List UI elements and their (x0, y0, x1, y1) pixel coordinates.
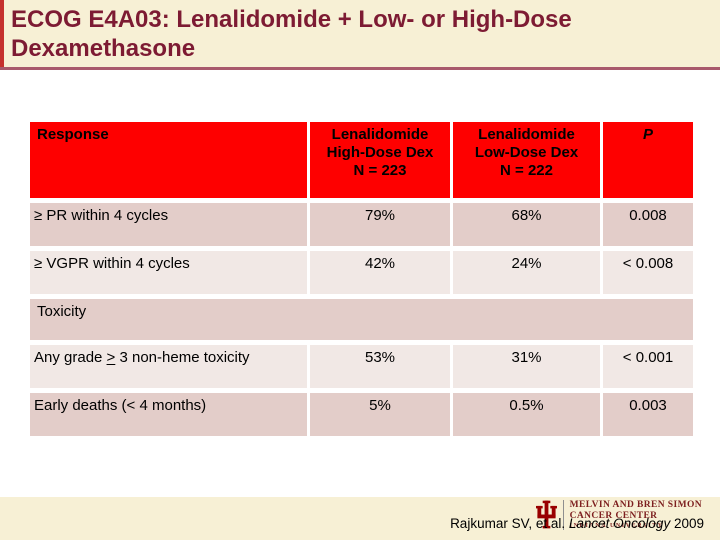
citation-journal: Lancet Oncology (568, 516, 671, 531)
row-label-suffix: 3 non-heme toxicity (115, 349, 250, 366)
iu-cancer-center-logo: MELVIN AND BREN SIMON CANCER CENTER INDI… (535, 500, 702, 530)
table-section-row-toxicity: Toxicity (30, 299, 693, 340)
logo-line-1: MELVIN AND BREN SIMON (569, 500, 702, 510)
results-table: Response Lenalidomide High-Dose Dex N = … (27, 117, 696, 441)
cell-p-value: 0.008 (603, 203, 693, 246)
iu-trident-icon (535, 500, 557, 529)
table-row-pr: ≥ PR within 4 cycles 79% 68% 0.008 (30, 203, 693, 246)
table-row-nonheme-toxicity: Any grade > 3 non-heme toxicity 53% 31% … (30, 345, 693, 388)
col-header-p-value: P (603, 122, 693, 198)
header-line: Lenalidomide (478, 126, 575, 143)
cell-high-dose: 79% (310, 203, 450, 246)
citation: Rajkumar SV, et al. Lancet Oncology 2009 (450, 516, 704, 531)
col-header-low-dose: Lenalidomide Low-Dose Dex N = 222 (453, 122, 600, 198)
cell-low-dose: 68% (453, 203, 600, 246)
table-row-early-deaths: Early deaths (< 4 months) 5% 0.5% 0.003 (30, 393, 693, 436)
logo-line-3: INDIANA UNIVERSITY (569, 523, 664, 529)
cell-p-value: < 0.001 (603, 345, 693, 388)
header-line: N = 223 (353, 162, 407, 179)
logo-line-2: CANCER CENTER (569, 510, 658, 521)
slide-title: ECOG E4A03: Lenalidomide + Low- or High-… (11, 6, 572, 62)
header-line: N = 222 (500, 162, 553, 179)
logo-divider (562, 500, 564, 530)
row-label: Any grade > 3 non-heme toxicity (30, 345, 307, 388)
table-header-row: Response Lenalidomide High-Dose Dex N = … (30, 122, 693, 198)
col-header-response: Response (30, 122, 307, 198)
col-header-high-dose: Lenalidomide High-Dose Dex N = 223 (310, 122, 450, 198)
cell-p-value: < 0.008 (603, 251, 693, 294)
cell-low-dose: 31% (453, 345, 600, 388)
cell-high-dose: 42% (310, 251, 450, 294)
cell-high-dose: 53% (310, 345, 450, 388)
row-label: Early deaths (< 4 months) (30, 393, 307, 436)
row-label: ≥ VGPR within 4 cycles (30, 251, 307, 294)
footer-band: MELVIN AND BREN SIMON CANCER CENTER INDI… (0, 497, 720, 540)
row-label: ≥ PR within 4 cycles (30, 203, 307, 246)
header-line: High-Dose Dex (326, 144, 434, 161)
cell-low-dose: 0.5% (453, 393, 600, 436)
citation-year: 2009 (670, 516, 704, 531)
table-row-vgpr: ≥ VGPR within 4 cycles 42% 24% < 0.008 (30, 251, 693, 294)
citation-authors: Rajkumar SV, et al. (450, 516, 569, 531)
greater-equal-symbol: > (106, 349, 116, 366)
cell-p-value: 0.003 (603, 393, 693, 436)
cell-low-dose: 24% (453, 251, 600, 294)
logo-text: MELVIN AND BREN SIMON CANCER CENTER INDI… (570, 500, 702, 530)
header-line: Low-Dose Dex (474, 144, 579, 161)
accent-stripe (0, 0, 4, 67)
title-band: ECOG E4A03: Lenalidomide + Low- or High-… (0, 0, 720, 70)
row-label-prefix: Any grade (34, 349, 107, 366)
section-label: Toxicity (30, 299, 693, 340)
header-line: Lenalidomide (331, 126, 429, 143)
cell-high-dose: 5% (310, 393, 450, 436)
